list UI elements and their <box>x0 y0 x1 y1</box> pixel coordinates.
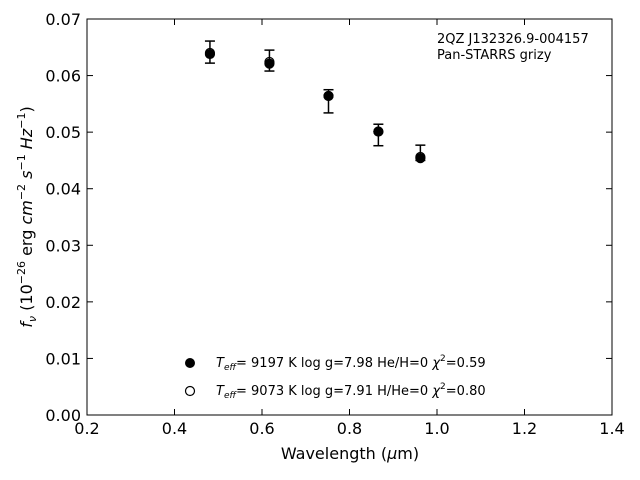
model-point-open <box>264 56 275 68</box>
x-tick-label: 0.2 <box>74 419 99 438</box>
y-tick-label: 0.00 <box>45 406 81 425</box>
y-tick-label: 0.07 <box>45 10 81 29</box>
legend-entry-1-teff: 9197 K <box>251 356 297 371</box>
y-tick-label: 0.04 <box>45 180 81 199</box>
legend: Teff= 9197 K log g=7.98 He/H=0 χ2=0.59 T… <box>184 354 486 401</box>
legend-entry-2-chi2: =0.80 <box>446 384 486 399</box>
x-tick-label: 0.6 <box>249 419 274 438</box>
model-point-open <box>204 47 216 59</box>
model-point-open <box>373 126 384 137</box>
model-point-open <box>323 90 334 102</box>
y-tick-label: 0.02 <box>45 293 81 312</box>
legend-entry-2-teff: 9073 K <box>251 384 297 399</box>
object-name-annotation: 2QZ J132326.9-004157 <box>437 32 589 47</box>
model-point-open <box>415 151 426 163</box>
legend-entry-1-chi2: =0.59 <box>446 356 486 371</box>
error-bars <box>204 40 426 162</box>
y-tick-label: 0.01 <box>45 349 81 368</box>
survey-annotation: Pan-STARRS grizy <box>437 48 552 63</box>
legend-entry-1: Teff= 9197 K log g=7.98 He/H=0 χ2=0.59 <box>216 354 486 373</box>
y-tick-label: 0.06 <box>45 67 81 86</box>
legend-entry-1-comp: He/H=0 <box>377 356 428 371</box>
x-axis-label: Wavelength (μm) <box>281 444 419 463</box>
legend-entry-2: Teff= 9073 K log g=7.91 H/He=0 χ2=0.80 <box>216 382 486 401</box>
x-tick-label: 1.4 <box>599 419 624 438</box>
x-tick-label: 1.0 <box>424 419 449 438</box>
legend-entry-2-comp: H/He=0 <box>377 384 428 399</box>
y-axis-label: fν (10−26 erg cm−2 s−1 Hz−1) <box>15 106 39 327</box>
axis-ticks: 0.2 0.4 0.6 0.8 1.0 1.2 1.4 0.00 0.01 0.02 0.03 0.0… <box>45 10 624 438</box>
y-tick-label: 0.05 <box>45 123 81 142</box>
legend-entry-2-logg: log g=7.91 <box>301 384 373 399</box>
x-tick-label: 0.8 <box>337 419 362 438</box>
data-points <box>204 47 426 164</box>
legend-entry-1-logg: log g=7.98 <box>301 356 373 371</box>
x-tick-label: 1.2 <box>512 419 537 438</box>
legend-marker-open <box>184 385 196 397</box>
legend-marker-filled <box>185 358 195 368</box>
x-tick-label: 0.4 <box>162 419 187 438</box>
y-tick-label: 0.03 <box>45 236 81 255</box>
